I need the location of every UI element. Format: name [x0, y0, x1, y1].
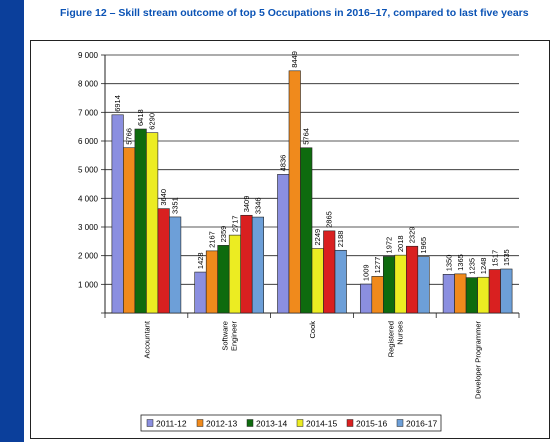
bar [442, 274, 455, 314]
bar [359, 283, 373, 314]
data-label: 2249 [313, 229, 322, 246]
bar [323, 230, 336, 314]
legend-label: 2012-13 [206, 419, 237, 429]
data-label: 1365 [456, 254, 465, 271]
data-label: 1428 [196, 252, 205, 269]
data-label: 6418 [136, 109, 145, 126]
bar [228, 234, 241, 314]
bar [405, 245, 419, 314]
data-label: 4836 [279, 155, 288, 172]
legend-label: 2016-17 [406, 419, 437, 429]
y-tick-label: 7 000 [78, 108, 99, 117]
legend-label: 2014-15 [306, 419, 337, 429]
y-tick-label: 8 000 [78, 80, 99, 89]
bar [488, 269, 501, 314]
category-label: Accountant [142, 320, 151, 358]
data-label: 2359 [219, 226, 228, 243]
bar [157, 208, 170, 314]
figure-title: Figure 12 – Skill stream outcome of top … [60, 7, 529, 19]
legend-swatch [246, 419, 254, 427]
data-label: 1965 [419, 237, 428, 254]
bar [251, 216, 264, 314]
bar [288, 70, 301, 314]
data-label: 5764 [302, 128, 311, 145]
bar [334, 249, 347, 314]
chart-frame: 1 000 2 000 3 000 4 000 5 000 6 000 7 000 8 000… [30, 40, 550, 439]
bar [311, 248, 324, 314]
data-label: 1535 [502, 249, 511, 266]
legend-swatch [146, 419, 154, 427]
bar [205, 250, 218, 314]
bar [465, 277, 478, 314]
data-label: 1517 [490, 250, 499, 267]
category-label: Registered [386, 321, 395, 357]
data-label: 1235 [467, 258, 476, 275]
y-tick-label: 4 000 [78, 194, 99, 203]
data-label: 2717 [230, 215, 239, 232]
bar [371, 276, 384, 314]
data-label: 3351 [171, 197, 180, 214]
data-label: 2329 [408, 227, 417, 244]
data-label: 2018 [396, 235, 405, 252]
y-tick-label: 5 000 [78, 166, 99, 175]
data-label: 1248 [479, 258, 488, 275]
bar [417, 256, 430, 314]
data-label: 8449 [290, 51, 299, 68]
legend-swatch [296, 419, 304, 427]
data-label: 6290 [148, 113, 157, 130]
bar [300, 147, 313, 314]
category-label: Software [221, 321, 230, 351]
bar [240, 214, 253, 314]
legend-label: 2015-16 [356, 419, 387, 429]
y-tick-label: 1 000 [78, 280, 99, 289]
bar [169, 216, 182, 314]
bar-chart: 1 000 2 000 3 000 4 000 5 000 6 000 7 000 8 000… [78, 51, 520, 432]
bar [454, 273, 467, 314]
y-tick-label: 6 000 [78, 137, 99, 146]
y-tick-label: 2 000 [78, 252, 99, 261]
category-label: Nurses [395, 321, 404, 345]
data-label: 3409 [242, 196, 251, 213]
bar [277, 174, 290, 314]
legend-label: 2011-12 [156, 419, 187, 429]
legend-swatch [196, 419, 204, 427]
data-label: 6914 [113, 95, 122, 112]
category-label: Developer Programmer [474, 321, 483, 399]
y-tick-label: 3 000 [78, 223, 99, 232]
data-label: 1009 [362, 264, 371, 281]
bar [111, 114, 124, 314]
data-label: 2188 [336, 231, 345, 248]
bar [500, 268, 513, 314]
y-tick-label: 9 000 [78, 51, 99, 60]
legend-swatch [396, 419, 404, 427]
bar [146, 132, 159, 314]
legend-label: 2013-14 [256, 419, 287, 429]
data-label: 1277 [373, 257, 382, 274]
category-label: Engineer [230, 321, 239, 352]
bar [217, 245, 230, 314]
data-label: 5766 [125, 128, 134, 145]
bar [123, 147, 136, 314]
bar [394, 254, 407, 314]
legend-box [140, 414, 442, 432]
legend-swatch [346, 419, 354, 427]
category-label: Cook [308, 321, 317, 339]
bar [194, 271, 207, 314]
bar [134, 128, 147, 314]
data-label: 3346 [253, 197, 262, 214]
bar [477, 276, 490, 314]
left-accent-band [0, 0, 24, 442]
data-label: 2167 [207, 231, 216, 248]
bar [382, 256, 396, 314]
data-label: 1972 [385, 237, 394, 254]
data-label: 1350 [444, 255, 453, 272]
data-label: 2865 [325, 211, 334, 228]
data-label: 3640 [159, 189, 168, 206]
